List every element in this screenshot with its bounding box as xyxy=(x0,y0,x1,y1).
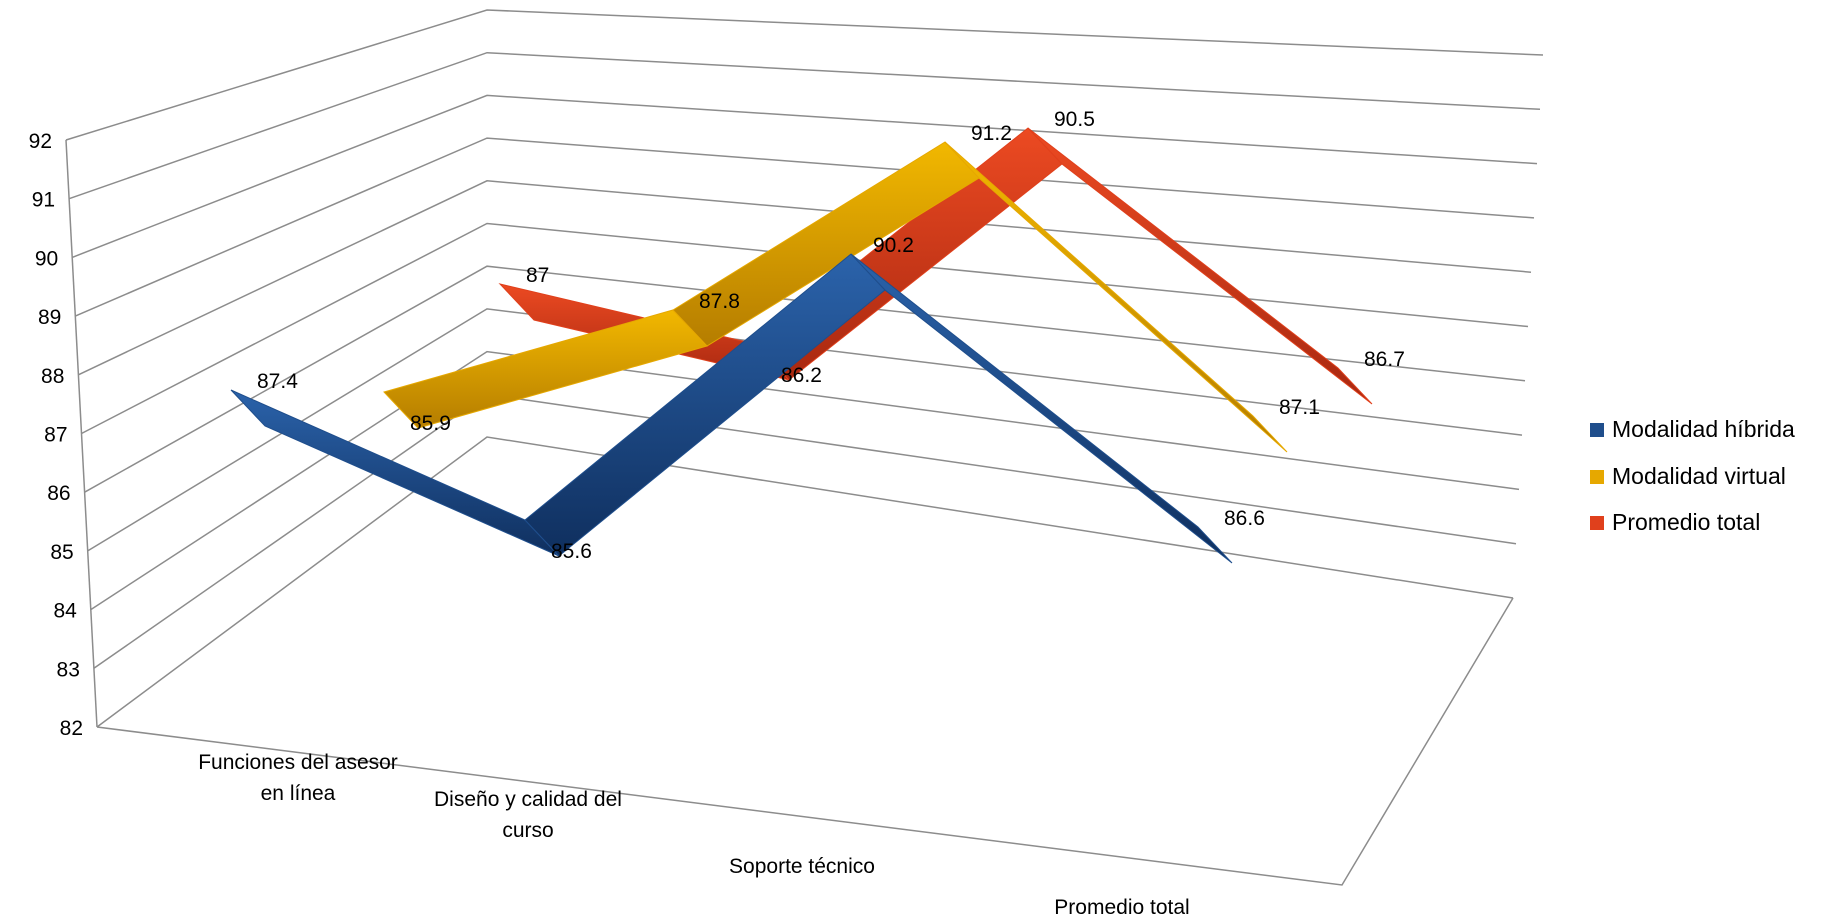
y-tick-label: 91 xyxy=(32,189,55,212)
data-label: 87.4 xyxy=(257,370,298,393)
legend: Modalidad híbrida Modalidad virtual Promed… xyxy=(1590,416,1795,535)
legend-entry: Modalidad virtual xyxy=(1612,463,1786,489)
legend-entry: Modalidad híbrida xyxy=(1612,416,1795,442)
category-label: Soporte técnico xyxy=(729,855,875,878)
data-label: 86.6 xyxy=(1224,507,1265,530)
gridline-4 xyxy=(84,265,1526,493)
category-label: Diseño y calidad del curso xyxy=(434,788,622,842)
data-label: 90.2 xyxy=(873,234,914,257)
gridline-10 xyxy=(65,9,1544,141)
series-1 xyxy=(383,141,1288,453)
data-label: 87 xyxy=(526,264,549,287)
y-tick-label: 92 xyxy=(29,130,52,153)
legend-entry: Promedio total xyxy=(1612,509,1760,535)
gridline-2 xyxy=(90,350,1520,611)
gridline-8 xyxy=(71,94,1538,259)
gridline-7 xyxy=(75,137,1535,317)
y-tick-label: 82 xyxy=(60,717,83,740)
y-tick-label: 83 xyxy=(57,658,80,681)
legend-swatch xyxy=(1590,516,1604,530)
legend-swatch xyxy=(1590,470,1604,484)
data-label: 85.6 xyxy=(551,540,592,563)
data-labels: 87 86.2 90.5 86.7 85.9 87.8 91.2 87.1 87.4 85.6 90… xyxy=(257,108,1405,563)
chart-frame xyxy=(65,139,1514,886)
y-tick-label: 86 xyxy=(47,482,70,505)
y-axis-line xyxy=(65,139,98,728)
y-tick-label: 87 xyxy=(44,424,67,447)
gridline-3 xyxy=(87,308,1523,552)
data-label: 87.8 xyxy=(699,290,740,313)
y-tick-label: 88 xyxy=(41,365,64,388)
ribbon-segment xyxy=(1027,127,1373,405)
gridline-5 xyxy=(81,222,1529,435)
floor-edge xyxy=(96,597,1514,886)
ribbon-segment xyxy=(850,253,1233,564)
gridline-9 xyxy=(68,51,1541,200)
y-axis-ticks: 82 83 84 85 86 87 88 89 90 91 92 xyxy=(29,130,83,740)
y-tick-label: 84 xyxy=(53,600,77,623)
data-label: 87.1 xyxy=(1279,396,1320,419)
gridlines xyxy=(65,9,1544,728)
y-tick-label: 90 xyxy=(35,247,58,270)
gridline-0 xyxy=(96,436,1514,728)
x-axis-categories: Funciones del asesor en línea Diseño y cal… xyxy=(198,751,1190,917)
data-label: 86.7 xyxy=(1364,348,1405,371)
y-tick-label: 85 xyxy=(50,541,73,564)
data-label: 86.2 xyxy=(781,364,822,387)
category-label: Promedio total xyxy=(1054,896,1189,917)
legend-swatch xyxy=(1590,423,1604,437)
category-label: Funciones del asesor en línea xyxy=(198,751,398,805)
data-label: 85.9 xyxy=(410,412,451,435)
data-label: 90.5 xyxy=(1054,108,1095,131)
series-0 xyxy=(230,253,1233,564)
series-ribbons xyxy=(230,127,1373,564)
y-tick-label: 89 xyxy=(38,306,61,329)
gridline-6 xyxy=(78,180,1532,376)
ribbon-segment xyxy=(383,309,708,429)
ribbon-segment xyxy=(944,141,1288,453)
data-label: 91.2 xyxy=(971,122,1012,145)
ribbon-segment xyxy=(230,389,560,557)
